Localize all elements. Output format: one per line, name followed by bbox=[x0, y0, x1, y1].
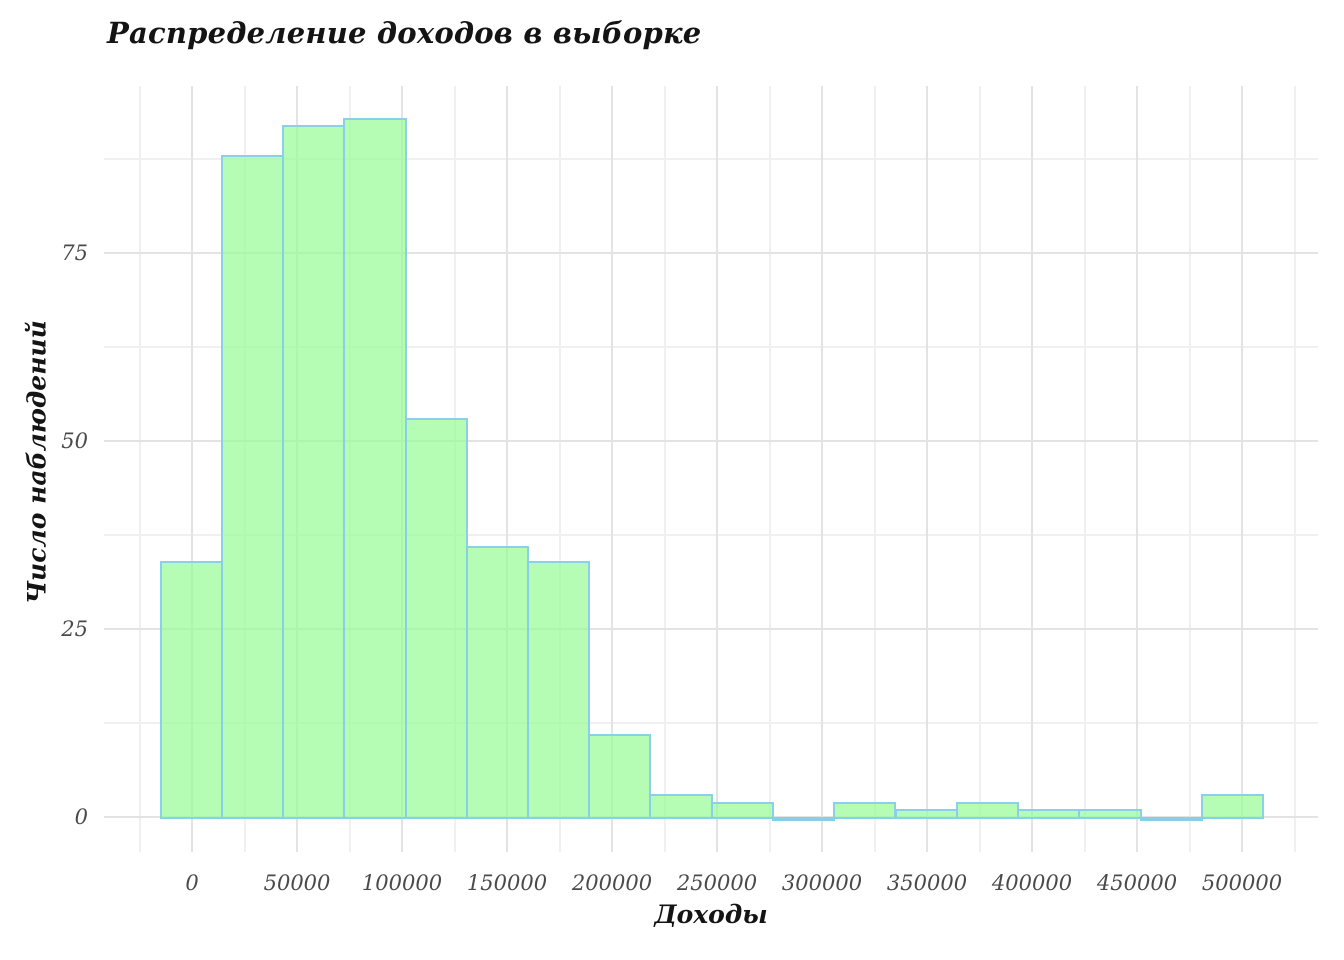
gridline-minor-x bbox=[978, 86, 981, 852]
x-tick-label: 350000 bbox=[886, 871, 968, 895]
histogram-bar bbox=[955, 801, 1019, 819]
x-tick-label: 400000 bbox=[991, 871, 1073, 895]
gridline-major-x bbox=[716, 86, 718, 852]
histogram-bar bbox=[220, 155, 284, 819]
chart-title: Распределение доходов в выборке bbox=[107, 16, 702, 50]
gridline-major-x bbox=[926, 86, 928, 852]
x-axis-title: Доходы bbox=[654, 900, 768, 929]
gridline-major-y bbox=[104, 440, 1318, 442]
gridline-major-y bbox=[104, 628, 1318, 630]
y-tick-label: 50 bbox=[61, 429, 88, 453]
histogram-bar bbox=[710, 801, 774, 819]
x-tick-label: 250000 bbox=[676, 871, 758, 895]
histogram-bar bbox=[1139, 817, 1203, 821]
gridline-minor-x bbox=[663, 86, 666, 852]
gridline-major-x bbox=[191, 86, 193, 852]
y-tick-label: 0 bbox=[74, 805, 88, 829]
gridline-minor-x bbox=[558, 86, 561, 852]
gridline-minor-x bbox=[1188, 86, 1191, 852]
x-tick-label: 300000 bbox=[781, 871, 863, 895]
histogram-bar bbox=[343, 117, 407, 819]
gridline-minor-x bbox=[1083, 86, 1086, 852]
gridline-minor-x bbox=[873, 86, 876, 852]
histogram-bar bbox=[894, 809, 958, 819]
histogram-bar bbox=[772, 817, 836, 821]
x-tick-label: 100000 bbox=[361, 871, 443, 895]
gridline-major-x bbox=[821, 86, 823, 852]
histogram-bar bbox=[465, 546, 529, 819]
gridline-major-x bbox=[506, 86, 508, 852]
x-tick-label: 50000 bbox=[263, 871, 331, 895]
histogram-bar bbox=[588, 734, 652, 819]
x-tick-label: 500000 bbox=[1201, 871, 1283, 895]
histogram-bar bbox=[649, 794, 713, 819]
gridline-minor-y bbox=[104, 158, 1318, 160]
histogram-bar bbox=[1200, 794, 1264, 819]
gridline-major-x bbox=[1136, 86, 1138, 852]
histogram-bar bbox=[404, 418, 468, 819]
histogram-bar bbox=[281, 125, 346, 819]
histogram-bar bbox=[159, 561, 223, 819]
gridline-minor-x bbox=[768, 86, 771, 852]
gridline-major-x bbox=[1241, 86, 1243, 852]
gridline-major-x bbox=[1031, 86, 1033, 852]
histogram-bar bbox=[527, 561, 591, 819]
gridline-minor-y bbox=[104, 534, 1318, 536]
gridline-minor-y bbox=[104, 722, 1318, 724]
histogram-bar bbox=[1016, 809, 1081, 819]
y-tick-label: 75 bbox=[61, 241, 88, 265]
histogram-bar bbox=[833, 801, 897, 819]
x-tick-label: 200000 bbox=[571, 871, 653, 895]
gridline-minor-x bbox=[138, 86, 141, 852]
gridline-major-x bbox=[611, 86, 613, 852]
y-tick-label: 25 bbox=[61, 617, 88, 641]
x-tick-label: 450000 bbox=[1096, 871, 1178, 895]
x-tick-label: 0 bbox=[185, 871, 199, 895]
x-tick-label: 150000 bbox=[466, 871, 548, 895]
histogram-bar bbox=[1078, 809, 1142, 819]
gridline-minor-x bbox=[1293, 86, 1296, 852]
gridline-minor-y bbox=[104, 346, 1318, 348]
gridline-major-y bbox=[104, 252, 1318, 254]
